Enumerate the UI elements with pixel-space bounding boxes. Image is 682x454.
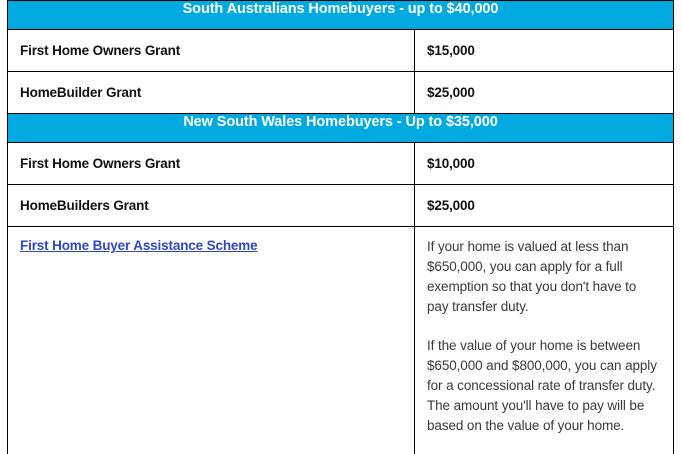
section-banner-row-south-australia: South Australians Homebuyers - up to $40… <box>7 0 674 30</box>
assistance-scheme-link-cell[interactable]: First Home Buyer Assistance Scheme <box>7 226 415 454</box>
table-row-assistance-scheme: First Home Buyer Assistance Scheme If yo… <box>7 226 674 454</box>
table-row: HomeBuilder Grant $25,000 <box>7 71 674 114</box>
grant-label: First Home Owners Grant <box>7 142 415 185</box>
grant-amount: $25,000 <box>414 71 674 114</box>
grant-amount: $15,000 <box>414 29 674 72</box>
grant-amount: $25,000 <box>414 184 674 227</box>
assistance-scheme-paragraph-2: If the value of your home is between $65… <box>427 338 657 433</box>
section-banner-south-australia: South Australians Homebuyers - up to $40… <box>7 0 674 30</box>
section-banner-row-new-south-wales: New South Wales Homebuyers - Up to $35,0… <box>7 113 674 143</box>
grant-label: First Home Owners Grant <box>7 29 415 72</box>
grant-label: HomeBuilder Grant <box>7 71 415 114</box>
grant-amount: $10,000 <box>414 142 674 185</box>
homebuyer-grants-table: South Australians Homebuyers - up to $40… <box>7 0 674 454</box>
assistance-scheme-paragraph-1: If your home is valued at less than $650… <box>427 239 637 314</box>
table-row: First Home Owners Grant $10,000 <box>7 142 674 185</box>
section-banner-new-south-wales: New South Wales Homebuyers - Up to $35,0… <box>7 113 674 143</box>
grant-label: HomeBuilders Grant <box>7 184 415 227</box>
table-row: First Home Owners Grant $15,000 <box>7 29 674 72</box>
first-home-buyer-assistance-scheme-link[interactable]: First Home Buyer Assistance Scheme <box>20 238 258 253</box>
assistance-scheme-description-cell: If your home is valued at less than $650… <box>414 226 674 454</box>
table-row: HomeBuilders Grant $25,000 <box>7 184 674 227</box>
